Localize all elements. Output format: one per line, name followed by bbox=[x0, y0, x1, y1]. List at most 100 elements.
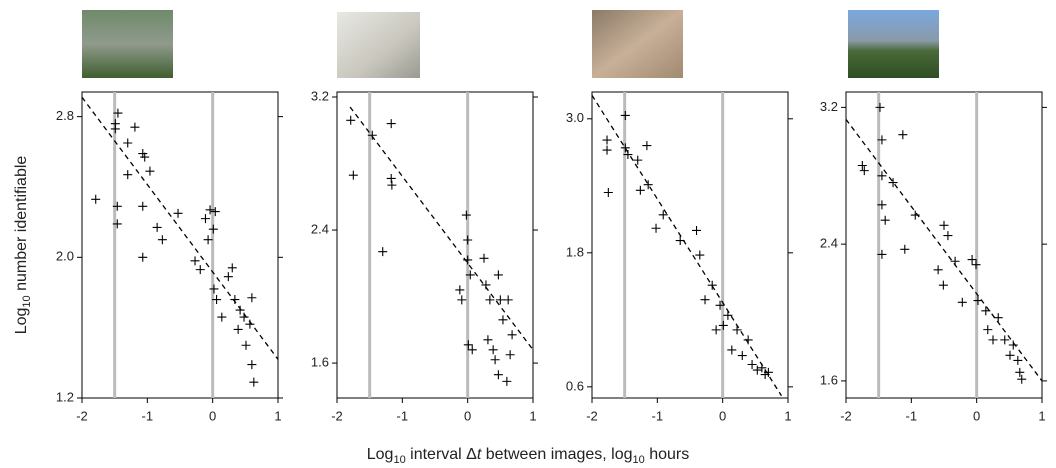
data-point bbox=[485, 295, 495, 305]
data-point bbox=[715, 300, 725, 310]
y-tick-label: 0.6 bbox=[566, 378, 584, 393]
y-label-sub: 10 bbox=[21, 295, 33, 307]
fit-line bbox=[81, 96, 279, 360]
data-point bbox=[467, 345, 477, 355]
data-point bbox=[465, 270, 475, 280]
data-point bbox=[235, 305, 245, 315]
data-point bbox=[200, 214, 210, 224]
x-tick-label: 0 bbox=[719, 408, 726, 423]
data-point bbox=[957, 297, 967, 307]
data-point bbox=[507, 330, 517, 340]
data-point bbox=[877, 171, 887, 181]
data-point bbox=[463, 255, 473, 265]
data-point bbox=[763, 367, 773, 377]
y-tick-label: 2.4 bbox=[820, 236, 838, 251]
data-point bbox=[210, 207, 220, 217]
data-point bbox=[1005, 350, 1015, 360]
data-point bbox=[130, 122, 140, 132]
data-point bbox=[967, 255, 977, 265]
data-point bbox=[859, 166, 869, 176]
data-point bbox=[387, 180, 397, 190]
data-point bbox=[233, 324, 243, 334]
data-point bbox=[493, 270, 503, 280]
data-point bbox=[658, 210, 668, 220]
y-label-part: number identifiable bbox=[13, 156, 30, 296]
data-point bbox=[1008, 340, 1018, 350]
data-point bbox=[461, 210, 471, 220]
x-tick-label: -1 bbox=[142, 408, 154, 423]
data-point bbox=[939, 220, 949, 230]
data-point bbox=[993, 313, 1003, 323]
data-point bbox=[1015, 367, 1025, 377]
photo bbox=[82, 10, 173, 78]
data-point bbox=[732, 325, 742, 335]
x-axis-label: Log10 interval Δt between images, log10 … bbox=[367, 446, 689, 466]
data-point bbox=[635, 185, 645, 195]
x-tick-label: 0 bbox=[209, 408, 216, 423]
fit-line bbox=[591, 95, 783, 397]
data-point bbox=[157, 235, 167, 245]
data-point bbox=[877, 249, 887, 259]
y-tick-label: 1.8 bbox=[566, 244, 584, 259]
data-point bbox=[112, 201, 122, 211]
data-point bbox=[737, 351, 747, 361]
x-label-part: t bbox=[477, 446, 482, 463]
data-point bbox=[463, 235, 473, 245]
data-point bbox=[620, 143, 630, 153]
data-point bbox=[152, 222, 162, 232]
data-point bbox=[503, 295, 513, 305]
data-point bbox=[498, 315, 508, 325]
data-point bbox=[217, 312, 227, 322]
data-point bbox=[493, 370, 503, 380]
data-point bbox=[752, 365, 762, 375]
photo bbox=[848, 10, 939, 78]
data-point bbox=[249, 377, 259, 387]
y-label-part: Log bbox=[13, 308, 30, 335]
data-point bbox=[386, 173, 396, 183]
data-point bbox=[1013, 355, 1023, 365]
data-point bbox=[747, 359, 757, 369]
data-point bbox=[938, 280, 948, 290]
data-point bbox=[692, 225, 702, 235]
data-point bbox=[203, 235, 213, 245]
data-point bbox=[900, 244, 910, 254]
data-point bbox=[877, 200, 887, 210]
data-point bbox=[633, 155, 643, 165]
y-tick-label: 1.6 bbox=[820, 372, 838, 387]
data-point bbox=[602, 135, 612, 145]
data-point bbox=[386, 119, 396, 129]
data-point bbox=[695, 250, 705, 260]
y-tick-label: 1.2 bbox=[56, 389, 74, 404]
data-point bbox=[208, 224, 218, 234]
plot-frame bbox=[845, 91, 1043, 399]
x-tick-label: -1 bbox=[397, 408, 409, 423]
y-tick-label: 1.6 bbox=[311, 355, 329, 370]
y-tick-label: 2.0 bbox=[56, 249, 74, 264]
data-point bbox=[346, 115, 356, 125]
data-point bbox=[723, 310, 733, 320]
plot-frame bbox=[591, 91, 789, 399]
x-tick-label: 1 bbox=[1038, 408, 1045, 423]
x-tick-label: 0 bbox=[464, 408, 471, 423]
data-point bbox=[971, 260, 981, 270]
x-tick-label: 1 bbox=[784, 408, 791, 423]
x-tick-label: -2 bbox=[76, 408, 88, 423]
y-tick-label: 3.2 bbox=[820, 99, 838, 114]
data-point bbox=[457, 295, 467, 305]
data-point bbox=[113, 108, 123, 118]
x-tick-label: 0 bbox=[973, 408, 980, 423]
data-point bbox=[973, 296, 983, 306]
data-point bbox=[490, 355, 500, 365]
data-point bbox=[651, 223, 661, 233]
data-point bbox=[983, 325, 993, 335]
data-point bbox=[123, 170, 133, 180]
data-point bbox=[190, 256, 200, 266]
data-point bbox=[1017, 374, 1027, 384]
data-point bbox=[707, 280, 717, 290]
data-point bbox=[505, 350, 515, 360]
x-label-sub: 10 bbox=[393, 454, 405, 466]
data-point bbox=[110, 124, 120, 134]
fit-line bbox=[845, 118, 1043, 382]
plot-frame bbox=[336, 91, 534, 399]
